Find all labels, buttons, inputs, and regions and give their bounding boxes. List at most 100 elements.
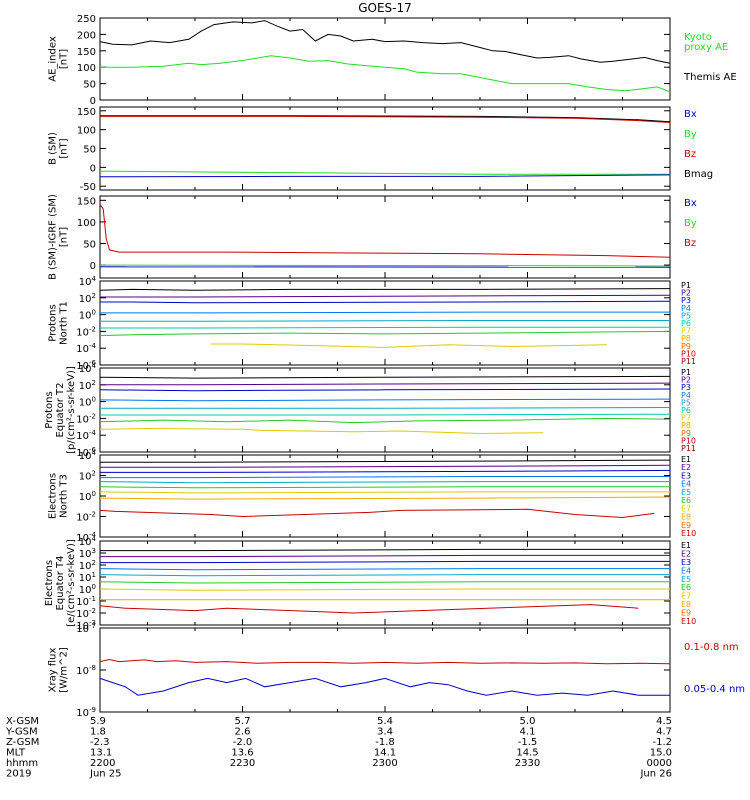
ephemeris-value: 14.1 xyxy=(374,748,396,759)
y-tick-label: 100 xyxy=(79,490,96,503)
series-line-by xyxy=(99,264,671,267)
legend-entry: P5 xyxy=(681,398,691,407)
y-tick-label: 103 xyxy=(79,547,96,560)
legend-entry: E6 xyxy=(681,496,691,505)
series-line-e7 xyxy=(99,588,670,591)
y-tick-label: -50 xyxy=(80,182,96,193)
y-tick-label: 200 xyxy=(77,30,96,41)
series-line-p4 xyxy=(100,311,670,314)
y-tick-label: 10-2 xyxy=(76,325,96,338)
y-axis-label: Protons xyxy=(44,391,55,428)
y-tick-label: 102 xyxy=(79,470,96,483)
ephemeris-value: 5.4 xyxy=(377,716,393,727)
series-line-e9 xyxy=(99,604,639,614)
y-tick-label: 102 xyxy=(79,379,96,392)
series-line-kyoto-proxy-ae xyxy=(100,55,671,93)
panel-frame-2 xyxy=(99,106,671,191)
legend-entry: E8 xyxy=(681,600,691,609)
series-line-e5 xyxy=(99,481,670,484)
ephemeris-label: MLT xyxy=(6,748,26,759)
legend-entry: P7 xyxy=(681,414,691,423)
y-tick-label: 10-4 xyxy=(76,342,96,355)
legend-entry: E10 xyxy=(681,529,696,538)
ephemeris-value: -2.0 xyxy=(233,737,253,748)
y-axis-label: Electrons xyxy=(48,473,59,519)
series-line-p1 xyxy=(99,375,671,379)
ephemeris-value: 2200 xyxy=(90,758,115,769)
panel-frame-8 xyxy=(99,627,671,713)
legend-entry: proxy AE xyxy=(684,42,728,53)
y-tick-label: 10-8 xyxy=(76,664,96,677)
legend-entry: By xyxy=(684,218,697,229)
legend-entry: P4 xyxy=(681,304,691,313)
y-tick-label: 10-2 xyxy=(76,607,96,620)
series-line-e2 xyxy=(100,464,671,468)
y-axis-label: B (SM) xyxy=(48,132,59,165)
ephemeris-value: -1.5 xyxy=(518,737,538,748)
ephemeris-label: X-GSM xyxy=(6,716,39,727)
legend-entry: Bz xyxy=(684,149,696,160)
ephemeris-value: 1.8 xyxy=(90,727,106,738)
legend-entry: 0.05-0.4 nm xyxy=(684,684,745,695)
y-axis-label: AE_index xyxy=(48,36,59,82)
y-tick-label: 10-9 xyxy=(76,706,96,719)
legend-entry: E7 xyxy=(681,504,691,513)
y-tick-label: 102 xyxy=(79,559,96,572)
ephemeris-value: -1.8 xyxy=(375,737,395,748)
ephemeris-value: 0000 xyxy=(647,758,672,769)
y-tick-label: 100 xyxy=(77,126,96,137)
y-tick-label: 50 xyxy=(83,239,96,250)
series-line-e5 xyxy=(99,574,670,577)
y-tick-label: 100 xyxy=(79,583,96,596)
series-line-bmag xyxy=(100,115,671,123)
y-tick-label: 10-1 xyxy=(76,595,96,608)
y-tick-label: 10-2 xyxy=(76,412,96,425)
y-tick-label: 104 xyxy=(79,275,97,288)
y-tick-label: 100 xyxy=(77,218,96,229)
y-tick-label: 50 xyxy=(83,80,96,91)
legend-entry: P10 xyxy=(681,349,696,358)
legend-entry: E2 xyxy=(681,463,691,472)
legend-entry: 0.1-0.8 nm xyxy=(684,642,739,653)
legend-entry: P11 xyxy=(681,357,696,366)
legend-entry: E1 xyxy=(681,541,691,550)
legend-entry: E5 xyxy=(681,575,691,584)
legend-entry: P8 xyxy=(681,421,691,430)
y-tick-label: 104 xyxy=(79,362,97,375)
ephemeris-value: Jun 26 xyxy=(639,769,672,780)
legend-entry: P8 xyxy=(681,334,691,343)
ephemeris-label: hhmm xyxy=(6,758,38,769)
series-line-p2 xyxy=(100,382,671,386)
legend-entry: P2 xyxy=(681,376,691,385)
series-line-e4 xyxy=(99,568,670,571)
legend-entry: Bx xyxy=(684,109,697,120)
legend-entry: P4 xyxy=(681,391,691,400)
series-line-p8 xyxy=(210,343,607,348)
y-tick-label: 100 xyxy=(79,309,96,322)
series-line-p5 xyxy=(100,407,671,409)
y-tick-label: 150 xyxy=(77,47,96,58)
panel-frame-5 xyxy=(99,367,671,453)
ephemeris-value: 13.1 xyxy=(90,748,112,759)
series-line-bz xyxy=(99,204,671,258)
y-tick-label: 10-3 xyxy=(76,619,96,632)
y-axis-label: [nT] xyxy=(59,227,70,247)
y-axis-label: Protons xyxy=(48,304,59,341)
series-line-p5 xyxy=(100,320,670,322)
legend-entry: Bmag xyxy=(684,169,713,180)
legend-entry: Bx xyxy=(684,198,697,209)
legend-entry: E4 xyxy=(681,566,691,575)
y-tick-label: 10-6 xyxy=(76,446,96,459)
legend-entry: E9 xyxy=(681,521,691,530)
legend-entry: P10 xyxy=(681,436,696,445)
series-line-e1 xyxy=(100,548,670,552)
plot-title: GOES-17 xyxy=(358,1,412,15)
ephemeris-value: 2.6 xyxy=(235,727,251,738)
y-axis-label: [W/m^2] xyxy=(59,647,70,693)
ephemeris-value: 2300 xyxy=(372,758,397,769)
series-line-e2 xyxy=(100,554,670,558)
panel-frame-1 xyxy=(99,17,671,101)
y-axis-label: Equator T2 xyxy=(55,383,66,438)
